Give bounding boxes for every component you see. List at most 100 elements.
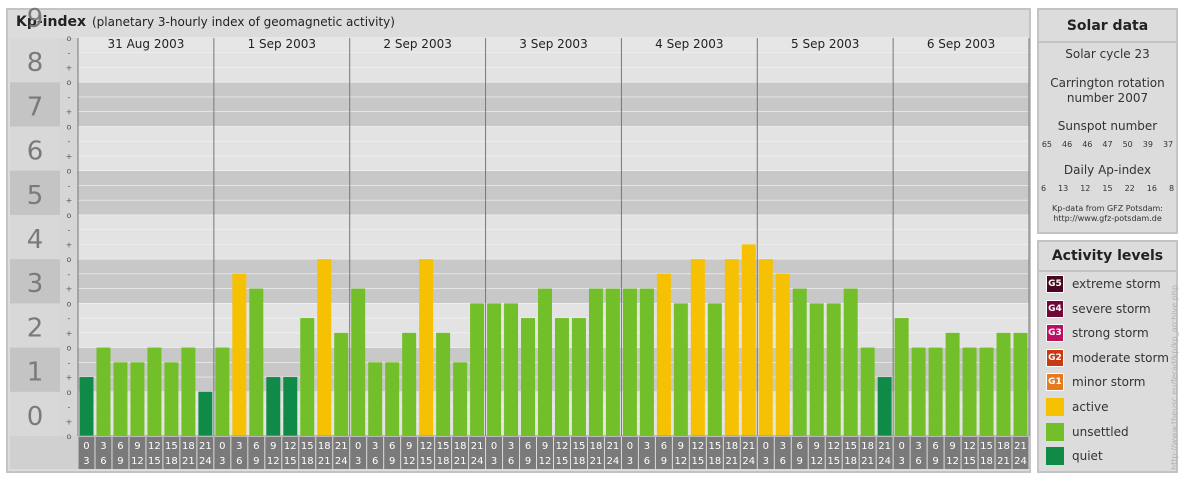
divider xyxy=(1039,41,1176,43)
hour-cell xyxy=(740,437,757,469)
hour-end-label: 3 xyxy=(355,456,361,467)
hour-cell xyxy=(486,437,503,469)
kp-bar xyxy=(571,318,586,436)
hour-cell xyxy=(265,437,282,469)
source-line-1: Kp-data from GFZ Potsdam: xyxy=(1052,204,1163,213)
activity-level-swatch: G3 xyxy=(1046,324,1064,343)
kp-bar xyxy=(487,303,502,436)
hour-end-label: 15 xyxy=(420,456,433,467)
hour-start-label: 0 xyxy=(83,441,89,452)
hour-end-label: 6 xyxy=(372,456,378,467)
hour-cell xyxy=(333,437,350,469)
hour-cell xyxy=(197,437,214,469)
hour-start-label: 6 xyxy=(389,441,395,452)
hour-end-label: 15 xyxy=(556,456,569,467)
hour-end-label: 18 xyxy=(437,456,450,467)
hour-end-label: 12 xyxy=(403,456,416,467)
hour-end-label: 21 xyxy=(454,456,467,467)
kp-band xyxy=(78,126,1029,171)
chart-subtitle: (planetary 3-hourly index of geomagnetic… xyxy=(92,15,395,29)
kp-bar xyxy=(232,273,247,436)
hour-cell xyxy=(180,437,197,469)
tick-column xyxy=(60,38,78,436)
minor-tick-label: - xyxy=(68,181,71,190)
hour-cell xyxy=(927,437,944,469)
hour-end-label: 15 xyxy=(284,456,297,467)
ap-label: Daily Ap-index xyxy=(1063,163,1152,177)
hour-end-label: 6 xyxy=(508,456,514,467)
hour-end-label: 21 xyxy=(318,456,331,467)
watermark: http://www.theusc.eu/ferad/kp/kp_archive… xyxy=(1170,285,1179,470)
hour-cell xyxy=(910,437,927,469)
kp-bar xyxy=(266,377,281,436)
hour-cell xyxy=(876,437,893,469)
kp-bar xyxy=(351,288,366,436)
minor-tick-label: o xyxy=(67,299,72,308)
hour-cell xyxy=(367,437,384,469)
activity-level-item: unsettled xyxy=(1046,422,1129,441)
ap-value: 16 xyxy=(1146,184,1157,193)
hour-cell xyxy=(350,437,367,469)
date-label: 5 Sep 2003 xyxy=(791,37,859,51)
hour-start-label: 0 xyxy=(763,441,769,452)
minor-tick-label: - xyxy=(68,270,71,279)
hour-cell xyxy=(282,437,299,469)
kp-bar xyxy=(453,362,468,436)
kp-bar xyxy=(198,391,213,436)
ap-value: 15 xyxy=(1102,184,1113,193)
hour-end-label: 3 xyxy=(83,456,89,467)
hour-cell xyxy=(791,437,808,469)
hour-cell xyxy=(248,437,265,469)
y-axis-band-cell xyxy=(10,347,60,392)
hour-cell xyxy=(112,437,129,469)
y-tick-label: 9 xyxy=(27,4,44,34)
hour-cell xyxy=(655,437,672,469)
hour-cell xyxy=(554,437,570,469)
hour-end-label: 21 xyxy=(725,456,738,467)
sunspot-value: 37 xyxy=(1162,140,1174,149)
hour-start-label: 15 xyxy=(708,441,721,452)
hour-end-label: 6 xyxy=(780,456,786,467)
y-tick-label: 2 xyxy=(27,313,44,343)
hour-start-label: 3 xyxy=(372,441,378,452)
hour-start-label: 18 xyxy=(182,441,195,452)
activity-level-item: G1 minor storm xyxy=(1046,373,1145,392)
hour-start-label: 21 xyxy=(199,441,212,452)
activity-level-label: strong storm xyxy=(1072,326,1149,341)
hour-start-label: 3 xyxy=(644,441,650,452)
hour-end-label: 9 xyxy=(661,456,667,467)
hour-start-label: 12 xyxy=(148,441,161,452)
kp-bar xyxy=(538,288,552,436)
date-strip xyxy=(78,37,1029,51)
hour-start-label: 21 xyxy=(1014,441,1027,452)
kp-bar xyxy=(690,259,705,436)
hour-start-label: 15 xyxy=(844,441,857,452)
minor-tick-label: + xyxy=(66,152,73,161)
hour-cell xyxy=(384,437,401,469)
ap-value: 13 xyxy=(1058,184,1069,193)
kp-bar xyxy=(113,362,128,436)
activity-level-swatch: G1 xyxy=(1046,373,1064,392)
solar-data-heading: Solar data xyxy=(1066,18,1149,34)
y-tick-label: 5 xyxy=(27,181,44,211)
kp-bar xyxy=(130,362,145,436)
hour-cell xyxy=(520,437,537,469)
activity-level-label: severe storm xyxy=(1072,301,1151,316)
hour-cell xyxy=(774,437,791,469)
kp-bar xyxy=(215,347,230,436)
hour-cell xyxy=(842,437,859,469)
hour-end-label: 6 xyxy=(236,456,242,467)
kp-bar xyxy=(877,377,892,436)
source-link[interactable]: http://www.gfz-potsdam.de xyxy=(1053,214,1162,223)
activity-level-label: extreme storm xyxy=(1072,277,1161,291)
hour-cell xyxy=(689,437,706,469)
hour-cell xyxy=(944,437,961,469)
kp-bar xyxy=(300,318,315,436)
kp-band xyxy=(78,170,1029,215)
chart-title-main: Kp-index xyxy=(16,14,86,30)
activity-level-item: G4 severe storm xyxy=(1046,299,1151,318)
ap-value: 22 xyxy=(1124,184,1135,193)
hour-start-label: 3 xyxy=(508,441,514,452)
hour-start-label: 21 xyxy=(607,441,620,452)
